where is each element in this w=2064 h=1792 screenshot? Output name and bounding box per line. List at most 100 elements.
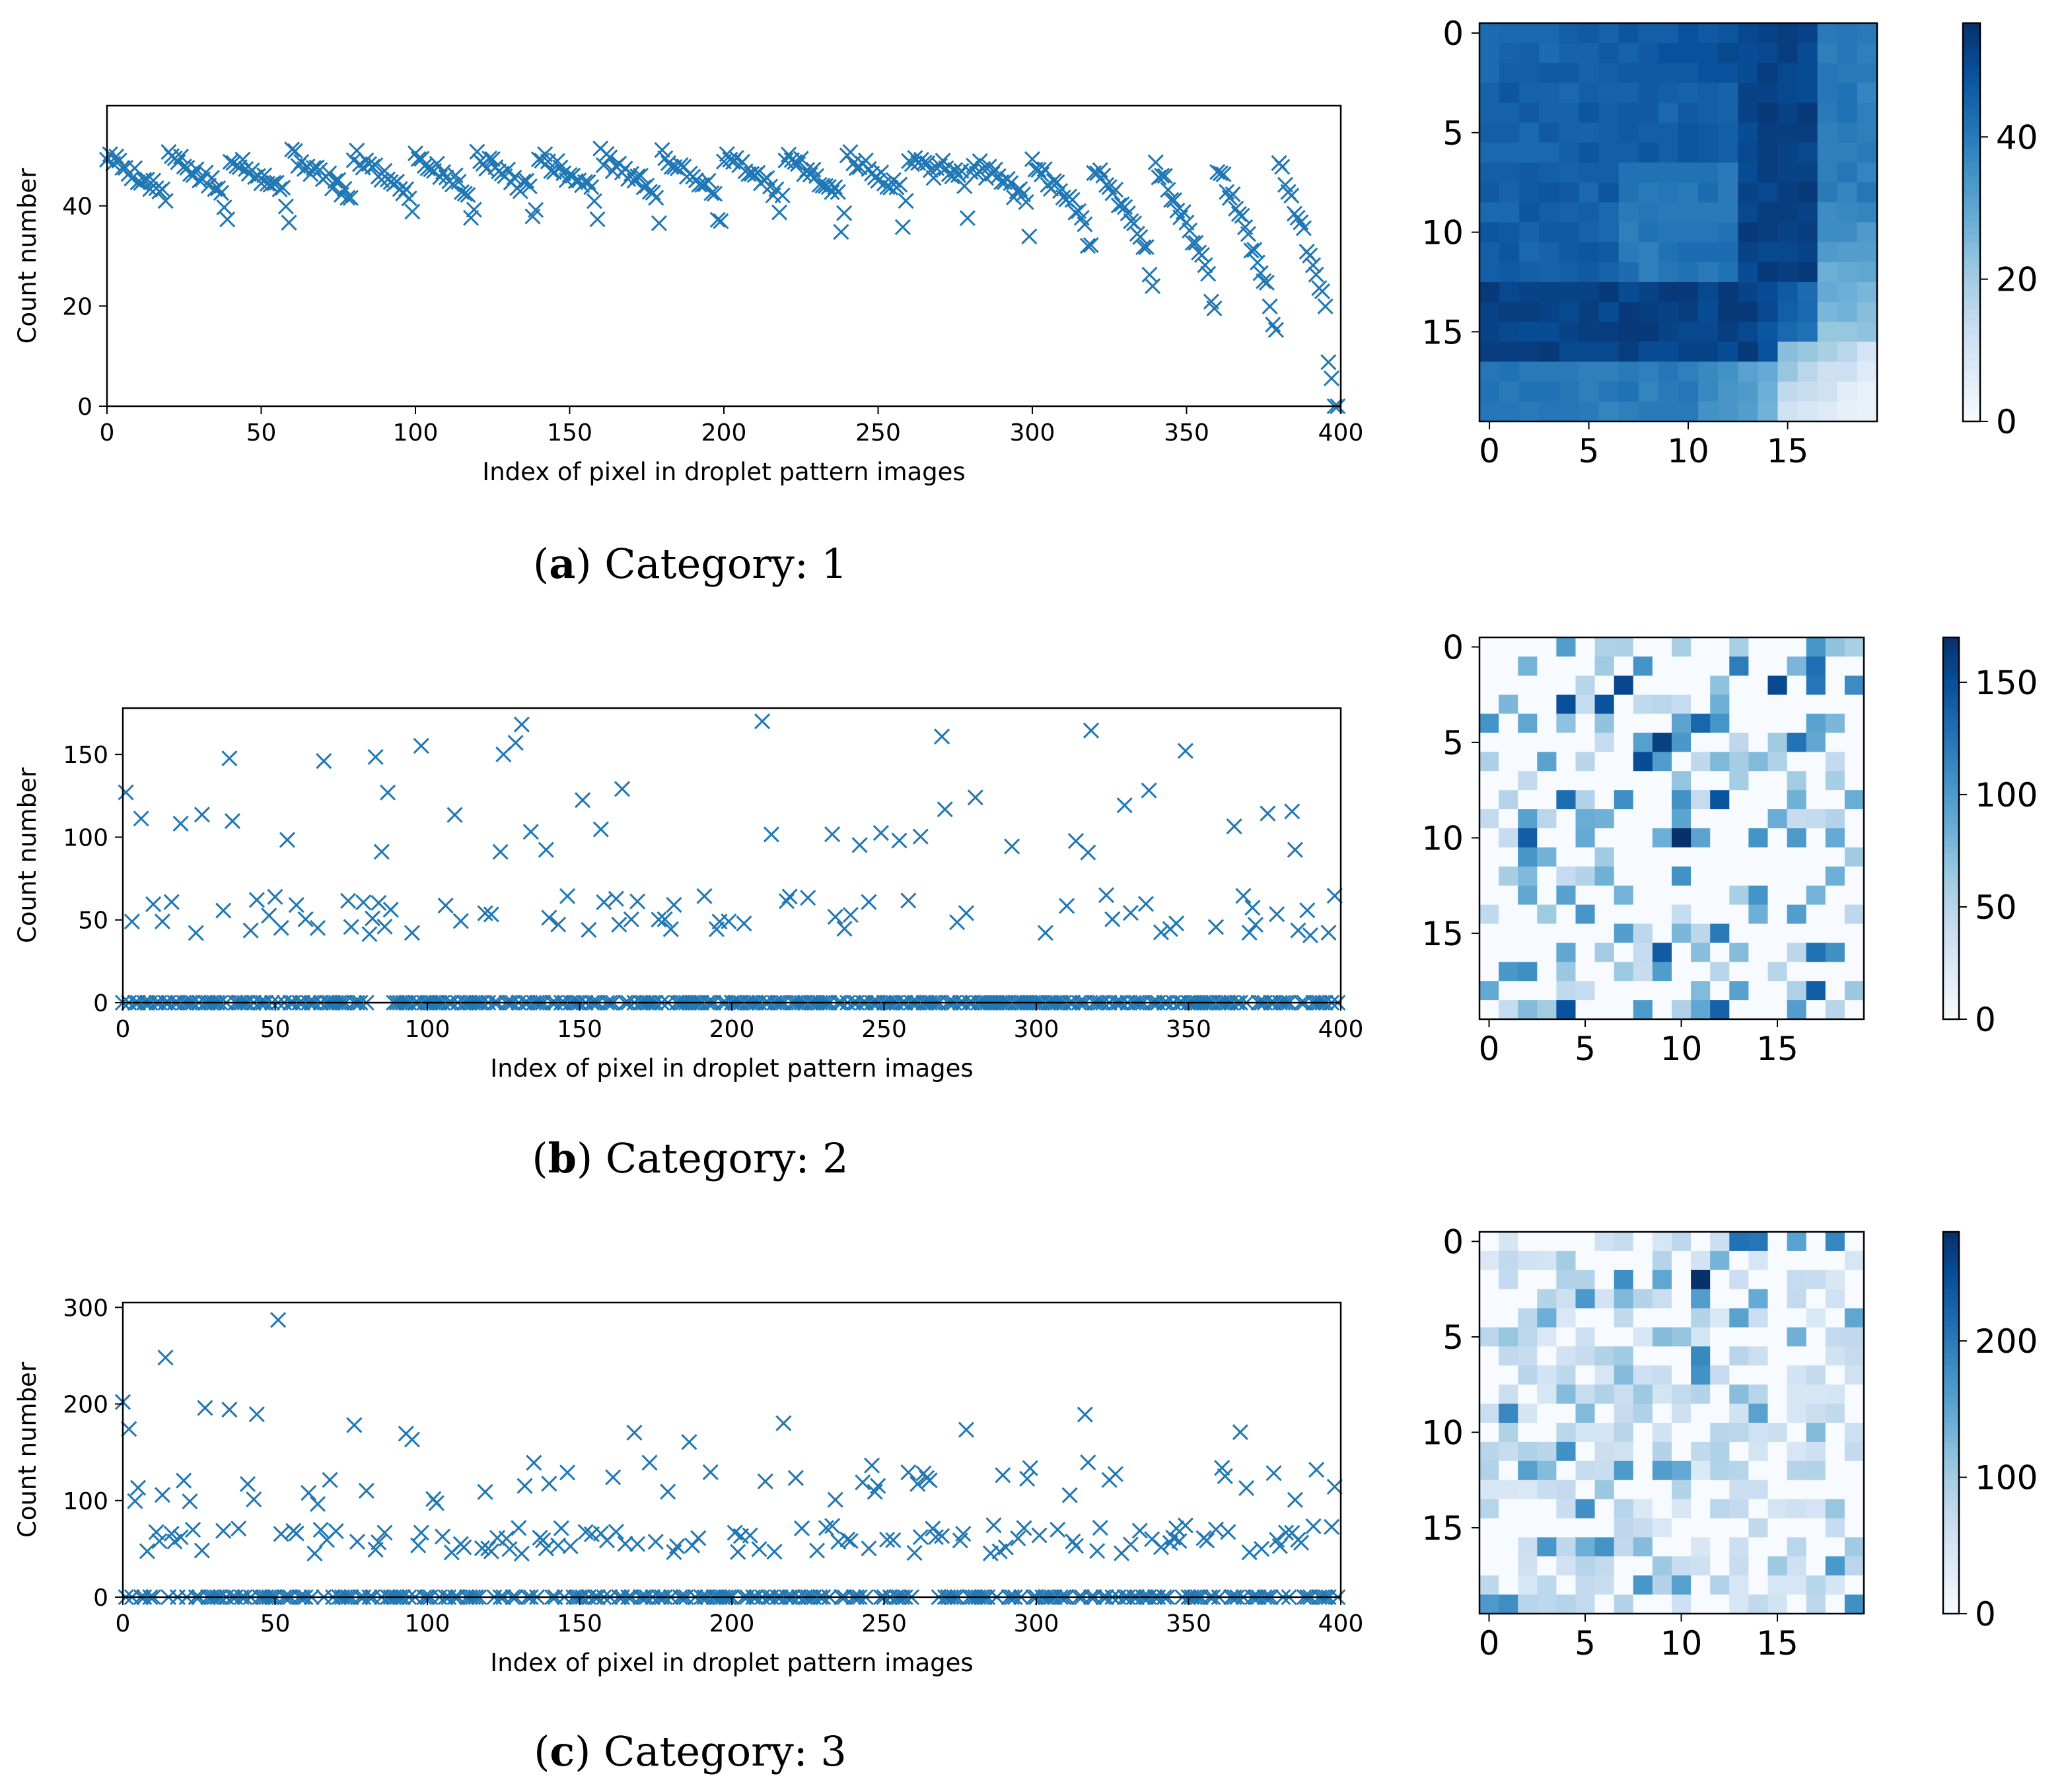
heatmap-cell bbox=[1537, 923, 1557, 943]
scatter-point bbox=[870, 1478, 886, 1494]
heatmap-x-tick-label: 15 bbox=[1756, 1624, 1798, 1663]
scatter-point bbox=[231, 1521, 247, 1537]
heatmap-cell bbox=[1559, 182, 1580, 203]
colorbar-segment bbox=[1963, 215, 1980, 223]
heatmap-cell bbox=[1614, 656, 1634, 676]
heatmap-cell bbox=[1479, 381, 1500, 402]
heatmap-cell bbox=[1499, 1537, 1518, 1557]
colorbar-segment bbox=[1943, 834, 1959, 842]
heatmap-cell bbox=[1787, 809, 1807, 829]
scatter-point bbox=[730, 1544, 746, 1560]
heatmap-cell bbox=[1652, 885, 1672, 906]
colorbar-segment bbox=[1963, 302, 1980, 309]
heatmap-cell bbox=[1729, 1365, 1749, 1385]
heatmap-cell bbox=[1718, 83, 1738, 104]
scatter-point bbox=[690, 1530, 707, 1546]
heatmap-cell bbox=[1652, 1423, 1672, 1443]
heatmap-cell bbox=[1556, 1423, 1577, 1443]
heatmap-cell bbox=[1633, 1556, 1653, 1576]
colorbar-tick-label: 150 bbox=[1975, 664, 2038, 702]
heatmap-cell bbox=[1672, 1232, 1691, 1252]
colorbar-segment bbox=[1963, 335, 1980, 342]
heatmap-cell bbox=[1748, 1232, 1769, 1252]
heatmap-cell bbox=[1519, 23, 1540, 44]
colorbar-segment bbox=[1963, 222, 1980, 230]
heatmap-cell bbox=[1638, 281, 1659, 303]
scatter-point bbox=[921, 1472, 938, 1489]
heatmap-cell bbox=[1672, 809, 1691, 829]
heatmap-cell bbox=[1857, 102, 1878, 124]
heatmap-cell bbox=[1479, 675, 1499, 696]
heatmap-cell bbox=[1767, 1346, 1788, 1366]
caption-b: (b) Category: 2 bbox=[532, 1134, 848, 1182]
heatmap-x-tick-label: 0 bbox=[1479, 1030, 1500, 1068]
heatmap-cell bbox=[1787, 847, 1807, 867]
heatmap-cell bbox=[1499, 1327, 1518, 1347]
heatmap-cell bbox=[1633, 1000, 1653, 1020]
heatmap-cell bbox=[1698, 43, 1719, 63]
scatter-point bbox=[246, 1491, 262, 1508]
heatmap-cell bbox=[1837, 222, 1858, 243]
heatmap-cell bbox=[1479, 43, 1500, 63]
heatmap-cell bbox=[1817, 142, 1838, 163]
heatmap-cell bbox=[1575, 1480, 1596, 1500]
heatmap-cell bbox=[1738, 83, 1758, 104]
scatter-point bbox=[535, 1532, 552, 1548]
scatter-point bbox=[709, 211, 726, 228]
scatter-point bbox=[358, 1482, 374, 1499]
heatmap-cell bbox=[1594, 1308, 1615, 1328]
heatmap-cell bbox=[1594, 1537, 1615, 1557]
heatmap-cell bbox=[1633, 885, 1653, 906]
scatter-point bbox=[1083, 722, 1100, 739]
heatmap-cell bbox=[1652, 694, 1672, 715]
heatmap-cell bbox=[1837, 182, 1858, 203]
scatter-point bbox=[781, 888, 798, 905]
scatter-point bbox=[506, 169, 522, 186]
heatmap-cell bbox=[1556, 1537, 1577, 1557]
heatmap-cell bbox=[1537, 1595, 1557, 1614]
scatter-point bbox=[507, 735, 524, 751]
heatmap-cell bbox=[1575, 1308, 1596, 1328]
heatmap-cell bbox=[1758, 122, 1779, 143]
heatmap-cell bbox=[1559, 302, 1580, 322]
heatmap-cell bbox=[1614, 752, 1634, 771]
heatmap-cell bbox=[1672, 1308, 1691, 1328]
heatmap-cell bbox=[1652, 790, 1672, 810]
scatter-point bbox=[713, 213, 729, 229]
heatmap-cell bbox=[1633, 694, 1653, 715]
heatmap-cell bbox=[1575, 1537, 1596, 1557]
heatmap-cell bbox=[1559, 262, 1580, 283]
heatmap-cell bbox=[1787, 1499, 1807, 1519]
scatter-point bbox=[367, 748, 384, 766]
heatmap-cell bbox=[1575, 694, 1596, 715]
heatmap-cell bbox=[1787, 1556, 1807, 1576]
scatter-point bbox=[1241, 924, 1258, 941]
heatmap-cell bbox=[1767, 1250, 1788, 1271]
heatmap-cell bbox=[1748, 1327, 1769, 1347]
scatter-point bbox=[349, 1533, 366, 1550]
heatmap-cell bbox=[1559, 322, 1580, 342]
heatmap-cell bbox=[1837, 302, 1858, 322]
heatmap-cell bbox=[1479, 102, 1500, 124]
scatter-point bbox=[173, 148, 190, 165]
heatmap-cell bbox=[1729, 1000, 1749, 1020]
heatmap-cell bbox=[1479, 809, 1499, 829]
heatmap-cell bbox=[1806, 809, 1826, 829]
colorbar-segment bbox=[1943, 1232, 1959, 1239]
heatmap-cell bbox=[1758, 361, 1779, 382]
heatmap-cell bbox=[1672, 981, 1691, 1001]
heatmap-cell bbox=[1575, 866, 1596, 886]
heatmap-cell bbox=[1758, 242, 1779, 263]
scatter-point bbox=[148, 1524, 164, 1540]
colorbar-segment bbox=[1963, 408, 1980, 415]
colorbar-segment bbox=[1943, 917, 1959, 925]
heatmap-cell bbox=[1729, 1575, 1749, 1595]
heatmap-cell bbox=[1825, 1575, 1845, 1595]
scatter-point bbox=[543, 162, 559, 179]
colorbar-segment bbox=[1963, 142, 1980, 150]
scatter-point bbox=[1122, 905, 1139, 921]
scatter-point bbox=[1107, 1466, 1123, 1482]
colorbar-segment bbox=[1943, 1365, 1959, 1373]
scatter-point bbox=[364, 159, 380, 175]
